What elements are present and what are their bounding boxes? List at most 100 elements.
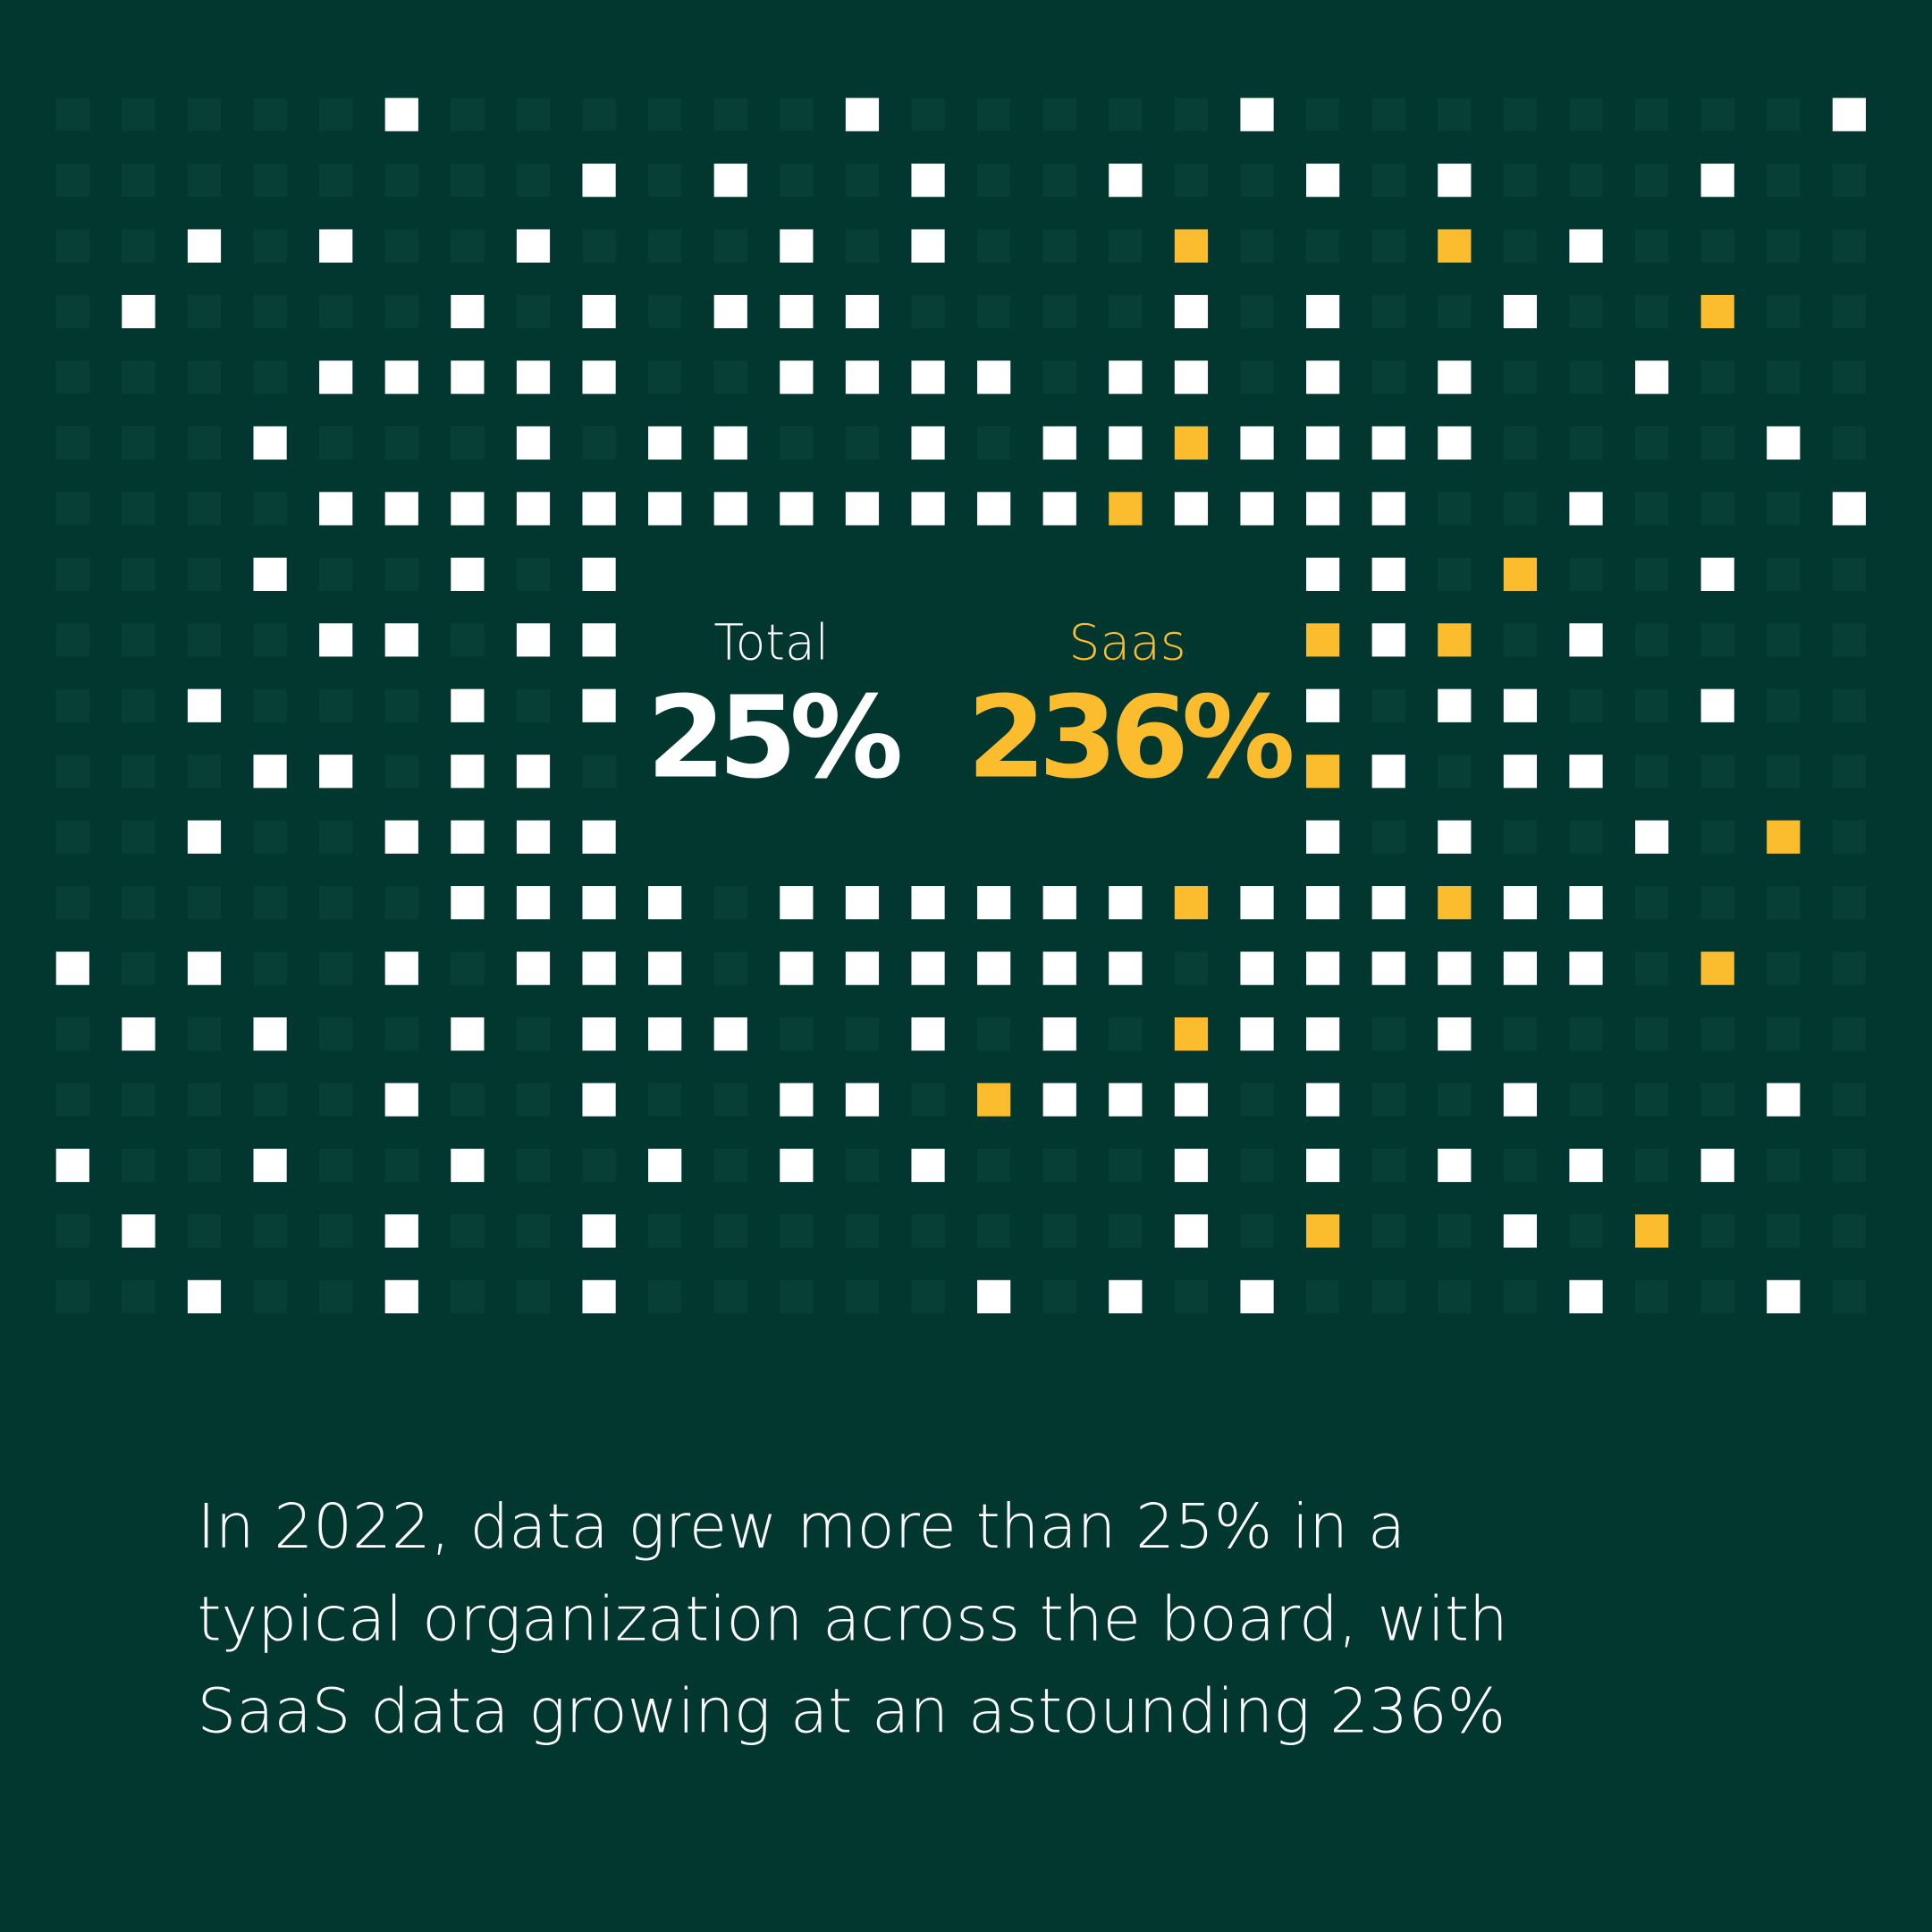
- grid-square: [1306, 623, 1340, 657]
- grid-square: [1109, 164, 1143, 198]
- grid-square: [55, 426, 89, 460]
- grid-square: [1438, 755, 1472, 789]
- grid-square: [1832, 820, 1866, 854]
- grid-square: [582, 360, 616, 394]
- grid-square: [1371, 755, 1405, 789]
- grid-square: [780, 1214, 814, 1248]
- grid-square: [1634, 557, 1669, 591]
- grid-square: [1174, 1214, 1209, 1248]
- grid-square: [582, 1148, 616, 1183]
- grid-square: [648, 229, 682, 263]
- grid-square: [384, 1214, 418, 1248]
- grid-square: [122, 492, 156, 526]
- grid-square: [55, 360, 89, 394]
- grid-square: [1832, 623, 1866, 657]
- grid-square: [1634, 951, 1669, 985]
- grid-square: [122, 820, 156, 854]
- grid-square: [911, 1279, 945, 1314]
- grid-square: [1042, 1214, 1076, 1248]
- grid-square: [187, 886, 222, 920]
- grid-square: [1109, 360, 1143, 394]
- grid-square: [1767, 229, 1801, 263]
- stat-value: 25%: [646, 671, 899, 803]
- grid-square: [187, 97, 222, 131]
- grid-square: [319, 492, 353, 526]
- grid-square: [1569, 426, 1603, 460]
- grid-square: [319, 426, 353, 460]
- grid-square: [55, 229, 89, 263]
- grid-square: [1832, 1214, 1866, 1248]
- grid-square: [1700, 229, 1734, 263]
- grid-square: [1767, 1214, 1801, 1248]
- grid-square: [384, 1148, 418, 1183]
- grid-square: [911, 492, 945, 526]
- grid-square: [1634, 426, 1669, 460]
- grid-square: [384, 688, 418, 722]
- grid-square: [122, 623, 156, 657]
- grid-square: [253, 951, 287, 985]
- grid-square: [977, 229, 1011, 263]
- grid-square: [1634, 492, 1669, 526]
- grid-square: [1306, 1279, 1340, 1314]
- grid-square: [319, 1017, 353, 1051]
- grid-square: [1306, 360, 1340, 394]
- grid-square: [319, 755, 353, 789]
- grid-square: [845, 1148, 880, 1183]
- grid-square: [187, 294, 222, 329]
- grid-square: [1371, 294, 1405, 329]
- grid-square: [384, 294, 418, 329]
- grid-square: [1767, 755, 1801, 789]
- grid-square: [253, 164, 287, 198]
- grid-square: [122, 755, 156, 789]
- grid-square: [1767, 1148, 1801, 1183]
- grid-square: [713, 492, 747, 526]
- grid-square: [713, 1214, 747, 1248]
- grid-square: [911, 1017, 945, 1051]
- grid-square: [1700, 426, 1734, 460]
- grid-square: [451, 360, 485, 394]
- grid-square: [1700, 688, 1734, 722]
- grid-square: [1503, 1148, 1538, 1183]
- grid-square: [55, 1279, 89, 1314]
- grid-square: [1767, 886, 1801, 920]
- grid-square: [1042, 1148, 1076, 1183]
- grid-square: [713, 1017, 747, 1051]
- grid-square: [582, 1279, 616, 1314]
- grid-square: [713, 1148, 747, 1183]
- grid-square: [1700, 1214, 1734, 1248]
- grid-square: [1438, 820, 1472, 854]
- grid-square: [1240, 426, 1274, 460]
- grid-square: [55, 492, 89, 526]
- grid-square: [977, 294, 1011, 329]
- grid-square: [911, 164, 945, 198]
- grid-square: [1438, 164, 1472, 198]
- grid-square: [1438, 886, 1472, 920]
- grid-square: [55, 886, 89, 920]
- grid-square: [1634, 360, 1669, 394]
- grid-square: [1569, 1083, 1603, 1117]
- grid-square: [648, 492, 682, 526]
- grid-square: [384, 557, 418, 591]
- grid-square: [451, 623, 485, 657]
- grid-square: [1569, 557, 1603, 591]
- grid-square: [384, 623, 418, 657]
- grid-square: [1371, 492, 1405, 526]
- grid-square: [319, 820, 353, 854]
- grid-square: [1503, 97, 1538, 131]
- grid-square: [451, 164, 485, 198]
- grid-square: [55, 688, 89, 722]
- grid-square: [187, 1017, 222, 1051]
- grid-square: [1634, 164, 1669, 198]
- grid-square: [1700, 755, 1734, 789]
- grid-square: [1767, 426, 1801, 460]
- grid-square: [1503, 623, 1538, 657]
- grid-square: [516, 755, 551, 789]
- grid-square: [1700, 1279, 1734, 1314]
- grid-square: [122, 1083, 156, 1117]
- grid-square: [911, 426, 945, 460]
- grid-square: [582, 1083, 616, 1117]
- grid-square: [1306, 1083, 1340, 1117]
- grid-square: [1174, 1279, 1209, 1314]
- grid-square: [845, 1279, 880, 1314]
- grid-square: [713, 294, 747, 329]
